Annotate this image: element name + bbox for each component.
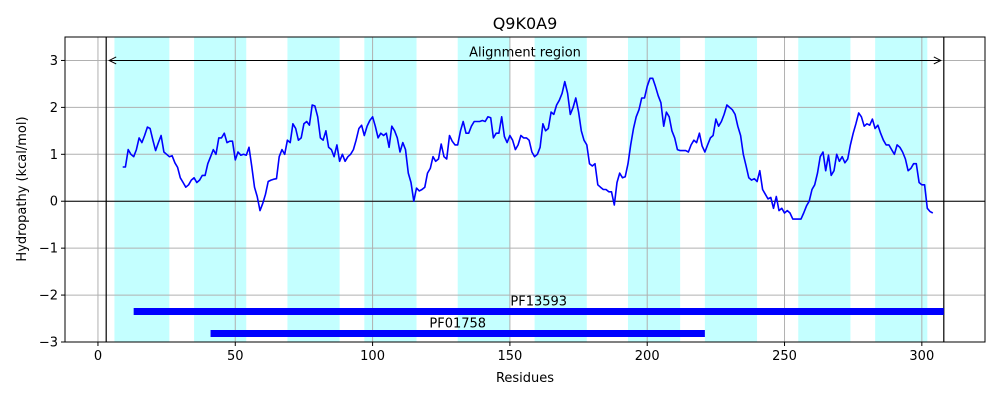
tm-band-10 [875,37,928,342]
tm-band-3 [287,37,340,342]
y-tick-label-0: 0 [50,195,58,210]
y-axis-label: Hydropathy (kcal/mol) [15,116,30,261]
y-tick-label--2: −2 [39,289,58,304]
x-axis-ticks: 0 50 100 150 200 250 300 [94,342,934,364]
x-axis-label: Residues [496,371,554,386]
tm-band-9 [798,37,851,342]
y-tick-label--1: −1 [39,242,58,257]
transmembrane-bands [114,37,928,342]
y-tick-label--3: −3 [39,336,58,351]
domain-label-pf01758: PF01758 [429,317,486,332]
alignment-region: Alignment region [105,37,945,342]
hydropathy-line [122,77,934,220]
y-tick-label-2: 2 [50,101,58,116]
x-tick-label-100: 100 [360,349,385,364]
x-tick-label-300: 300 [909,349,934,364]
plot-frame [64,36,986,343]
region-label: Alignment region [469,45,581,60]
tm-band-2 [194,37,247,342]
chart-title: Q9K0A9 [493,14,558,33]
y-tick-label-3: 3 [50,54,58,69]
x-tick-label-50: 50 [227,349,244,364]
x-tick-label-150: 150 [497,349,522,364]
tm-band-7 [627,37,681,342]
tm-band-8 [704,37,758,342]
tm-band-5 [457,37,510,342]
region-arrowhead-left [108,56,117,65]
x-tick-label-250: 250 [772,349,797,364]
x-tick-label-0: 0 [94,349,102,364]
region-arrowhead-right [933,56,942,65]
tm-band-6 [534,37,587,342]
y-tick-label-1: 1 [50,148,58,163]
domain-bars: PF13593 PF01758 [133,295,944,338]
x-tick-label-200: 200 [635,349,660,364]
tm-band-1 [114,37,170,342]
y-axis-ticks: −3 −2 −1 0 1 2 3 [39,54,65,351]
domain-label-pf13593: PF13593 [510,295,567,310]
